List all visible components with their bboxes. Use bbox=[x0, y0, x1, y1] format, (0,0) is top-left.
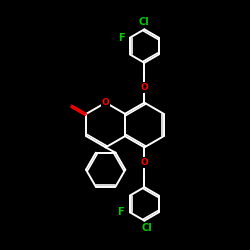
Text: F: F bbox=[117, 207, 124, 217]
Text: Cl: Cl bbox=[139, 17, 150, 27]
Text: Cl: Cl bbox=[142, 223, 153, 233]
Text: O: O bbox=[140, 83, 148, 92]
Text: F: F bbox=[118, 33, 124, 43]
Text: O: O bbox=[140, 158, 148, 167]
Text: O: O bbox=[102, 98, 110, 107]
